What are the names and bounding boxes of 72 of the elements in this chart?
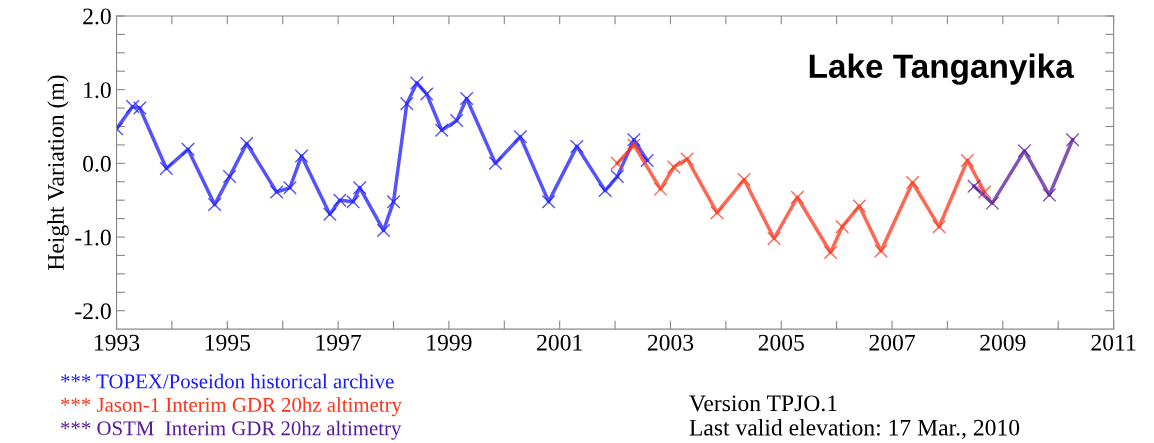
point xyxy=(967,179,981,194)
point xyxy=(419,87,434,102)
x-tick-label: 2005 xyxy=(758,334,804,351)
point xyxy=(409,76,424,90)
point xyxy=(640,153,655,168)
y-tick-label: -2.0 xyxy=(75,303,111,320)
x-tick-label: 1993 xyxy=(95,334,140,351)
point xyxy=(434,123,449,138)
point xyxy=(874,244,888,258)
x-tick-label: 2003 xyxy=(647,334,694,351)
point xyxy=(767,231,782,246)
text: *** Jason-1 Interim GDR 20hz altimetry xyxy=(61,397,402,417)
point xyxy=(626,132,641,147)
point xyxy=(513,129,528,144)
point xyxy=(626,137,641,152)
point xyxy=(488,156,503,171)
x-tick-label: 1997 xyxy=(316,334,362,351)
x-tick-label: 1995 xyxy=(205,334,251,351)
point xyxy=(541,194,556,209)
point xyxy=(610,169,625,184)
point xyxy=(399,96,414,111)
point xyxy=(294,149,309,163)
point xyxy=(852,199,867,214)
point xyxy=(960,153,975,168)
point xyxy=(569,139,584,154)
point xyxy=(386,194,401,209)
x-tick-label: 2009 xyxy=(980,334,1026,351)
point xyxy=(132,101,147,116)
x-tick-label: 2011 xyxy=(1091,334,1136,351)
point xyxy=(598,183,613,198)
point xyxy=(977,185,992,200)
point xyxy=(737,172,752,187)
y-tick-label: 1.0 xyxy=(84,82,111,99)
point xyxy=(207,197,222,212)
y-tick-label: 0.0 xyxy=(83,155,111,172)
point xyxy=(823,245,838,260)
point xyxy=(710,205,724,220)
point xyxy=(222,169,237,184)
point xyxy=(835,219,850,234)
point xyxy=(125,99,140,114)
point xyxy=(1017,143,1032,158)
text: Version TPJO.1 xyxy=(689,395,837,412)
annotation: Lake Tanganyika xyxy=(809,53,1074,85)
point xyxy=(1065,132,1080,147)
y-tick-label: 2.0 xyxy=(83,8,111,25)
point xyxy=(790,190,805,205)
point xyxy=(352,180,367,195)
point xyxy=(269,185,284,200)
point xyxy=(181,142,195,157)
y-axis-title: Height Variation (m) xyxy=(47,75,69,271)
point xyxy=(239,136,254,151)
point xyxy=(653,182,668,197)
x-tick-label: 1999 xyxy=(427,334,472,351)
point xyxy=(449,113,464,128)
x-tick-label: 2001 xyxy=(537,334,582,351)
point xyxy=(932,219,947,234)
point xyxy=(376,223,391,238)
point xyxy=(1042,188,1057,202)
y-tick-label: -1.0 xyxy=(75,229,111,246)
point xyxy=(459,91,474,106)
point xyxy=(680,151,695,166)
point xyxy=(322,207,337,222)
x-tick-label: 2007 xyxy=(869,334,915,351)
text: *** OSTM Interim GDR 20hz altimetry xyxy=(61,420,402,440)
point xyxy=(985,196,1000,211)
text: *** TOPEX/Poseidon historical archive xyxy=(61,373,394,389)
point xyxy=(610,156,625,171)
point xyxy=(282,180,297,195)
point xyxy=(666,160,681,174)
point xyxy=(905,175,920,190)
text: Last valid elevation: 17 Mar., 2010 xyxy=(689,419,1020,440)
point xyxy=(159,161,174,176)
